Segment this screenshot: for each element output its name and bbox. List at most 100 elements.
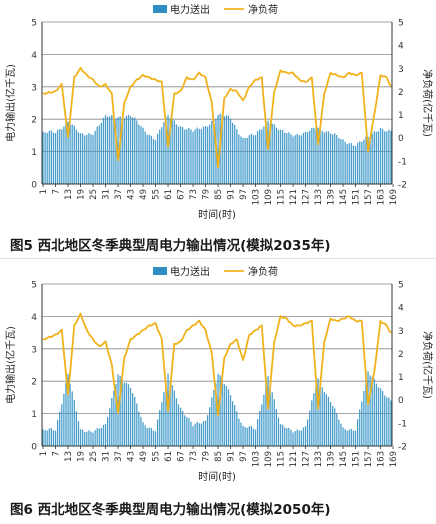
power-out-bar — [365, 136, 367, 184]
power-out-bar — [152, 430, 155, 446]
power-out-bar — [356, 142, 359, 184]
power-out-bar — [215, 383, 217, 446]
y-right-axis-title: 净负荷(亿千瓦) — [421, 331, 434, 399]
power-out-bar — [384, 131, 386, 184]
x-tick-label: 157 — [364, 451, 374, 467]
power-out-bar — [56, 419, 59, 446]
power-out-bar — [223, 116, 225, 184]
x-tick-label: 67 — [177, 451, 187, 462]
power-out-bar — [129, 387, 132, 446]
power-out-bar — [379, 127, 382, 184]
power-out-bar — [123, 118, 125, 184]
power-out-bar — [136, 120, 138, 184]
x-axis-title: 时间(时) — [198, 470, 236, 483]
power-out-bar — [231, 401, 234, 446]
power-out-bar — [127, 114, 130, 184]
power-out-bar — [336, 134, 338, 184]
power-out-bar — [309, 410, 311, 446]
power-out-bar — [198, 423, 200, 446]
y-left-axis-title: 电力输出(亿千瓦) — [4, 64, 17, 142]
power-out-bar — [171, 385, 173, 446]
x-tick-label: 55 — [152, 189, 162, 200]
power-out-bar — [65, 382, 67, 446]
power-out-bar — [50, 130, 53, 184]
power-out-bar — [109, 408, 111, 446]
power-out-bar — [365, 379, 367, 446]
power-out-bar — [331, 406, 334, 446]
y-left-tick-label: 0 — [31, 443, 37, 453]
power-out-bar — [246, 428, 248, 446]
power-out-bar — [267, 376, 269, 446]
power-out-bar — [113, 390, 115, 446]
x-tick-label: 127 — [302, 189, 312, 205]
x-tick-label: 31 — [102, 451, 112, 462]
power-out-bar — [306, 132, 309, 184]
power-out-bar — [246, 137, 248, 184]
x-tick-label: 43 — [127, 189, 137, 200]
power-out-bar — [338, 419, 340, 446]
power-out-bar — [329, 401, 332, 446]
power-out-bar — [204, 420, 207, 446]
x-tick-label: 19 — [77, 189, 87, 200]
power-out-bar — [202, 126, 205, 184]
power-out-bar — [69, 124, 71, 184]
power-out-bar — [334, 133, 336, 184]
power-out-bar — [84, 432, 86, 446]
power-out-bar — [221, 379, 223, 446]
power-out-bar — [134, 396, 136, 446]
power-out-bar — [229, 395, 232, 446]
power-out-bar — [75, 411, 78, 446]
x-tick-label: 103 — [252, 451, 262, 467]
power-out-bar — [371, 376, 373, 446]
power-out-bar — [375, 131, 378, 184]
power-out-bar — [79, 133, 82, 184]
power-out-bar — [234, 124, 236, 184]
power-out-bar — [92, 135, 94, 184]
power-out-bar — [271, 392, 273, 446]
power-out-bar — [171, 118, 173, 184]
x-tick-label: 61 — [164, 189, 174, 200]
y-left-tick-label: 1 — [31, 410, 37, 420]
power-out-bar — [306, 419, 309, 446]
power-out-bar — [54, 132, 57, 184]
power-out-bar — [142, 422, 144, 446]
power-out-bar — [165, 381, 167, 446]
power-out-bar — [175, 398, 178, 446]
power-out-bar — [298, 135, 300, 184]
x-tick-label: 169 — [389, 451, 399, 467]
legend-bar-swatch — [153, 5, 167, 13]
power-out-bar — [194, 423, 196, 446]
power-out-bar — [117, 117, 119, 184]
power-out-bar — [148, 134, 150, 184]
figure-6-caption: 图6 西北地区冬季典型周电力输出情况(模拟2050年) — [10, 502, 331, 518]
power-out-bar — [48, 130, 50, 184]
power-out-bar — [263, 394, 265, 446]
power-out-bar — [154, 140, 157, 184]
power-out-bar — [242, 137, 244, 184]
power-out-bar — [354, 146, 357, 184]
power-out-bar — [181, 410, 184, 446]
power-out-bar — [198, 128, 200, 184]
power-out-bar — [279, 129, 282, 184]
power-out-bar — [81, 429, 84, 446]
x-tick-label: 25 — [89, 189, 99, 200]
power-out-bar — [98, 125, 100, 184]
power-out-bar — [321, 130, 323, 184]
y-right-tick-label: 3 — [398, 327, 404, 337]
power-out-bar — [173, 390, 175, 446]
y-right-tick-label: -1 — [398, 419, 407, 429]
power-out-bar — [140, 416, 142, 446]
power-out-bar — [352, 145, 355, 184]
power-out-bar — [156, 133, 159, 184]
x-tick-label: 19 — [77, 451, 87, 462]
x-tick-label: 97 — [239, 451, 249, 462]
power-out-bar — [252, 135, 255, 184]
power-out-bar — [96, 428, 98, 446]
power-out-bar — [342, 427, 344, 446]
y-right-tick-label: 1 — [398, 373, 404, 383]
power-out-bar — [42, 429, 44, 446]
power-out-bar — [202, 421, 205, 446]
power-out-bar — [71, 124, 73, 184]
power-out-bar — [217, 115, 219, 184]
y-left-tick-label: 5 — [31, 19, 37, 29]
